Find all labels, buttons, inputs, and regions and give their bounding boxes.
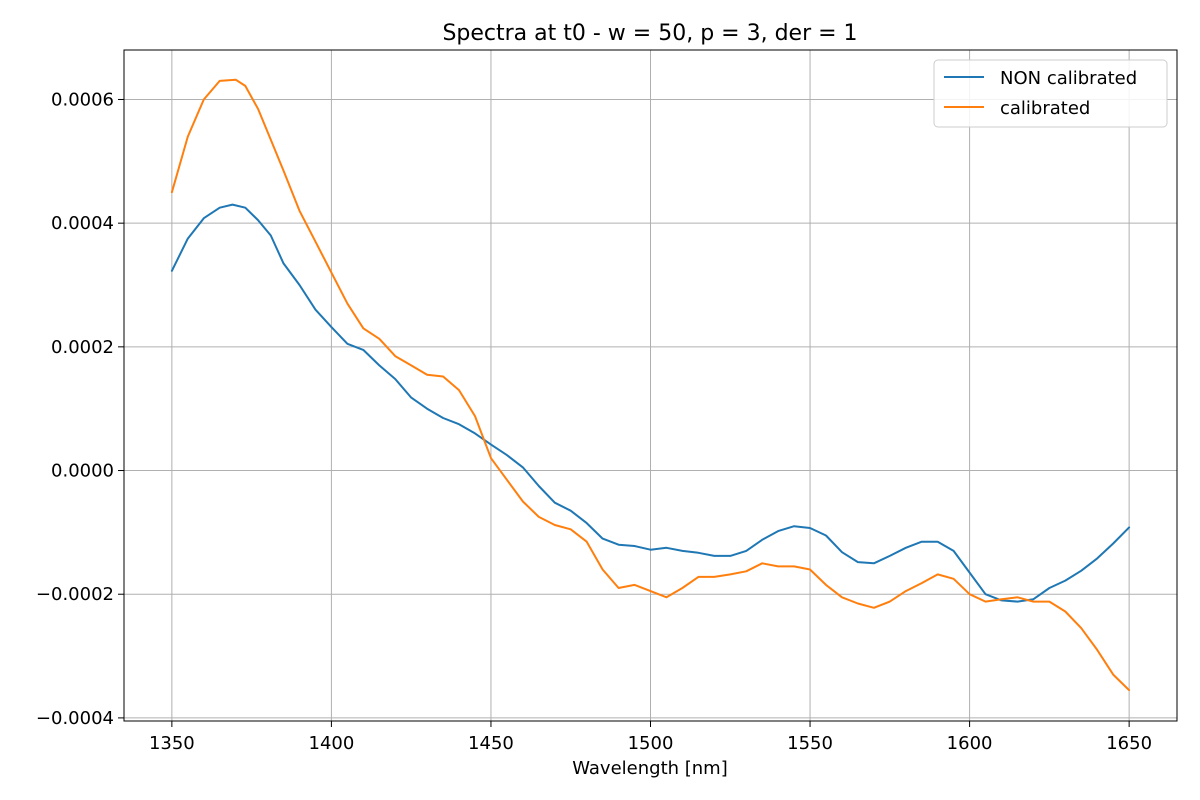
- x-tick-label: 1500: [628, 733, 674, 754]
- x-tick-label: 1600: [947, 733, 993, 754]
- y-tick-label: 0.0006: [51, 89, 114, 110]
- legend: NON calibrated calibrated: [933, 59, 1168, 128]
- y-tick-label: 0.0004: [51, 213, 114, 234]
- x-axis-label: Wavelength [nm]: [572, 758, 728, 779]
- x-tick-label: 1400: [309, 733, 355, 754]
- y-tick-label: −0.0002: [36, 584, 114, 605]
- axis-ticks: 1350 1400 1450 1500 1550 1600 1650 −0.0004 −0.00…: [36, 89, 1152, 754]
- y-tick-label: −0.0004: [36, 708, 114, 729]
- chart-title: Spectra at t0 - w = 50, p = 3, der = 1: [442, 21, 857, 46]
- x-tick-label: 1650: [1106, 733, 1152, 754]
- x-tick-label: 1550: [787, 733, 833, 754]
- legend-label-calibrated: calibrated: [1000, 98, 1090, 119]
- x-tick-label: 1450: [468, 733, 514, 754]
- x-tick-label: 1350: [149, 733, 195, 754]
- series-line-calibrated: [170, 78, 1131, 692]
- series-lines: [170, 78, 1131, 692]
- y-tick-label: 0.0002: [51, 337, 114, 358]
- grid-lines: [124, 50, 1177, 721]
- y-tick-label: 0.0000: [51, 461, 114, 482]
- legend-box: [933, 59, 1168, 128]
- series-line-non-calibrated: [170, 203, 1131, 603]
- legend-label-non-calibrated: NON calibrated: [1000, 68, 1137, 89]
